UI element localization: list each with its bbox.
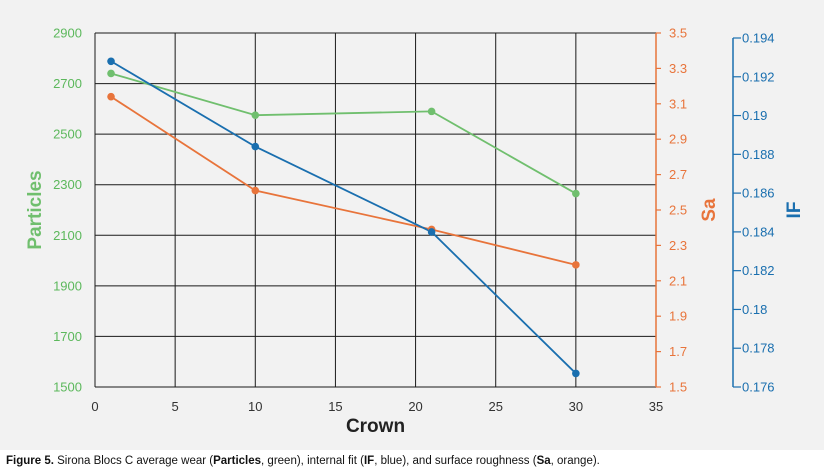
- figure-panel: 1500 1700 1900 2100 2300 2500 2700 2900 1.5 1.7 1…: [0, 0, 824, 450]
- x-tick-label: 5: [172, 399, 179, 414]
- data-point-sa: [572, 261, 580, 269]
- sa-tick-label: 2.3: [669, 238, 687, 253]
- if-tick-label: 0.182: [742, 263, 775, 278]
- if-tick-label: 0.178: [742, 341, 775, 356]
- caption-prefix: Figure 5.: [6, 455, 54, 467]
- x-tick-label: 25: [488, 399, 502, 414]
- caption-bold-sa: Sa: [536, 455, 551, 467]
- if-tick-label: 0.19: [742, 108, 767, 123]
- data-point-particles: [251, 111, 260, 119]
- x-tick-label: 35: [649, 399, 663, 414]
- sa-tick-label: 2.7: [669, 167, 687, 182]
- sa-tick-label: 1.9: [669, 309, 687, 324]
- particles-tick-label: 1900: [53, 278, 82, 293]
- plot-area: [95, 33, 656, 387]
- sa-tick-label: 2.1: [669, 273, 687, 288]
- caption-bold-if: IF: [363, 455, 375, 467]
- data-point-if: [572, 369, 580, 378]
- particles-tick-label: 2500: [53, 127, 82, 142]
- data-point-particles: [572, 189, 580, 198]
- particles-tick-label: 2700: [53, 76, 82, 91]
- series-line-sa: [110, 95, 577, 266]
- particles-tick-label: 2900: [53, 26, 82, 41]
- if-tick-label: 0.194: [742, 31, 775, 46]
- x-axis-title: Crown: [346, 416, 405, 437]
- if-tick-label: 0.18: [742, 302, 767, 317]
- caption-bold-particles: Particles: [213, 455, 262, 467]
- caption-text-1: Sirona Blocs C average wear (: [53, 455, 214, 467]
- chart: 1500 1700 1900 2100 2300 2500 2700 2900 1.5 1.7 1…: [25, 26, 805, 438]
- particles-tick-label: 1500: [53, 380, 82, 395]
- data-point-sa: [251, 186, 260, 195]
- data-point-if: [427, 228, 436, 236]
- series-line-if: [110, 60, 577, 375]
- x-tick-label: 15: [328, 399, 342, 414]
- caption-text-3: , blue), and surface roughness (: [374, 455, 537, 467]
- particles-axis-title: Particles: [25, 170, 46, 249]
- sa-tick-label: 3.5: [669, 26, 687, 41]
- particles-tick-label: 2300: [53, 177, 82, 192]
- if-axis-title: IF: [784, 202, 805, 219]
- sa-tick-label: 3.3: [669, 61, 687, 76]
- if-tick-label: 0.176: [742, 380, 775, 395]
- if-tick-label: 0.184: [742, 224, 775, 239]
- if-tick-label: 0.186: [742, 186, 775, 201]
- if-tick-label: 0.192: [742, 69, 775, 84]
- data-point-particles: [427, 107, 436, 116]
- sa-tick-label: 2.9: [669, 132, 687, 147]
- sa-tick-label: 3.1: [669, 96, 687, 111]
- sa-tick-label: 2.5: [669, 203, 687, 218]
- x-tick-label: 20: [408, 399, 422, 414]
- data-point-if: [251, 142, 260, 151]
- sa-tick-label: 1.7: [669, 344, 687, 359]
- caption-text-4: , orange).: [550, 455, 600, 467]
- x-tick-label: 30: [569, 399, 583, 414]
- x-tick-label: 10: [248, 399, 262, 414]
- particles-tick-label: 2100: [53, 228, 82, 243]
- data-point-if: [107, 57, 115, 66]
- data-point-particles: [107, 69, 115, 78]
- figure-caption: Figure 5. Sirona Blocs C average wear (P…: [6, 455, 600, 467]
- data-point-sa: [107, 92, 115, 101]
- sa-axis-title: Sa: [699, 198, 720, 222]
- particles-tick-label: 1700: [53, 329, 82, 344]
- series-line-particles: [110, 72, 577, 195]
- if-tick-label: 0.188: [742, 147, 775, 162]
- caption-text-2: , green), internal fit (: [261, 455, 364, 467]
- x-tick-label: 0: [91, 399, 98, 414]
- sa-tick-label: 1.5: [669, 380, 687, 395]
